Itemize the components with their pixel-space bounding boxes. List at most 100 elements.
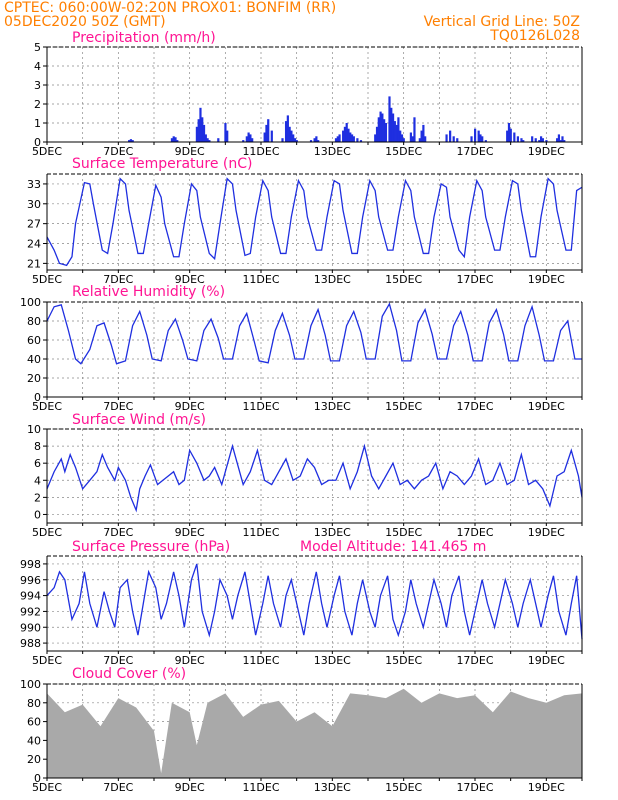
precip-bar [174, 137, 177, 142]
precip-bar [384, 123, 388, 142]
x-tick-label: 17DEC [456, 781, 493, 794]
y-tick-label: 80 [27, 697, 41, 710]
precip-bar [506, 130, 509, 142]
precip-bar [477, 130, 480, 142]
precip-bar [375, 126, 379, 142]
x-tick-label: 11DEC [242, 273, 279, 286]
y-tick-label: 60 [27, 716, 41, 729]
precip-bar [379, 111, 382, 142]
x-tick-label: 19DEC [528, 400, 565, 413]
y-tick-label: 994 [20, 590, 41, 603]
x-tick-label: 13DEC [314, 781, 351, 794]
precip-bar [217, 138, 220, 142]
x-tick-label: 9DEC [175, 781, 205, 794]
precip-bar [226, 130, 229, 142]
x-tick-label: 15DEC [385, 781, 422, 794]
series-line [46, 302, 582, 365]
precip-bar [131, 140, 134, 142]
x-tick-label: 15DEC [385, 400, 422, 413]
wind-panel: Surface Wind (m/s) 0 2 4 6 8 10 5DEC 7DEC 9DEC 11… [27, 412, 583, 539]
temperature-title: Surface Temperature (nC) [72, 156, 253, 172]
x-tick-label: 5DEC [32, 400, 62, 413]
y-tick-label: 0 [34, 772, 41, 785]
precip-bar [557, 134, 561, 142]
precip-bar [172, 136, 175, 142]
precip-bar [561, 136, 564, 142]
x-tick-label: 17DEC [456, 526, 493, 539]
x-tick-label: 9DEC [175, 526, 205, 539]
precip-bar [224, 123, 227, 142]
header-grid-note: Vertical Grid Line: 50Z [424, 14, 580, 30]
precip-bar [295, 140, 298, 142]
y-tick-label: 27 [27, 218, 41, 231]
y-tick-label: 2 [34, 491, 41, 504]
x-tick-label: 17DEC [456, 145, 493, 158]
pressure-title: Surface Pressure (hPa) [72, 539, 230, 555]
y-tick-label: 80 [27, 315, 41, 328]
x-tick-label: 5DEC [32, 145, 62, 158]
series-line [46, 443, 583, 513]
x-tick-label: 19DEC [528, 654, 565, 667]
precip-bar [356, 138, 359, 142]
precip-bar [315, 136, 318, 142]
precip-bar [388, 96, 391, 142]
precip-bar [309, 140, 313, 142]
series-line [46, 177, 583, 267]
precip-bar [292, 134, 295, 142]
x-tick-label: 13DEC [314, 526, 351, 539]
precip-bar [338, 134, 341, 142]
wind-title: Surface Wind (m/s) [72, 412, 206, 428]
precip-bar [242, 140, 245, 142]
precip-bar [520, 138, 523, 142]
x-tick-label: 11DEC [242, 781, 279, 794]
precip-bar [534, 138, 537, 142]
precip-bar [245, 136, 248, 142]
precip-bar [393, 121, 396, 142]
precip-bar [474, 128, 477, 142]
y-tick-label: 21 [27, 257, 41, 270]
x-tick-label: 7DEC [103, 400, 133, 413]
precip-bar [249, 134, 252, 142]
precip-bar [199, 107, 202, 142]
y-tick-label: 40 [27, 734, 41, 747]
x-tick-label: 19DEC [528, 781, 565, 794]
precip-bar [538, 140, 541, 142]
header-datetime: 05DEC2020 50Z (GMT) [4, 14, 166, 30]
x-tick-label: 11DEC [242, 400, 279, 413]
x-tick-label: 19DEC [528, 273, 565, 286]
precip-bar [263, 132, 266, 142]
precip-bar [479, 134, 482, 142]
y-tick-label: 1 [34, 117, 41, 130]
cloud-area [47, 688, 582, 778]
precipitation-panel: Precipitation (mm/h) 0 1 2 3 4 5 5DEC 7DEC 9DEC 1… [32, 30, 583, 158]
series-line [46, 563, 583, 640]
precip-bar [541, 138, 544, 142]
precip-bar [411, 136, 414, 142]
x-tick-label: 13DEC [314, 654, 351, 667]
precip-bar [290, 130, 293, 142]
precip-bar [352, 136, 355, 142]
precip-bar [509, 128, 512, 142]
precip-bar [345, 123, 348, 142]
precip-bar [481, 136, 484, 142]
y-tick-label: 5 [34, 41, 41, 54]
y-tick-label: 988 [20, 637, 41, 650]
precip-bar [556, 138, 559, 142]
precip-bar [267, 119, 270, 142]
pressure-panel: Surface Pressure (hPa) Model Altitude: 1… [20, 539, 583, 667]
precip-bar [539, 136, 543, 142]
x-tick-label: 17DEC [456, 400, 493, 413]
precip-bar [424, 136, 427, 142]
y-tick-label: 996 [20, 574, 41, 587]
x-tick-label: 15DEC [385, 145, 422, 158]
x-tick-label: 5DEC [32, 781, 62, 794]
precip-bar [445, 134, 448, 142]
x-tick-label: 11DEC [242, 145, 279, 158]
precip-bar [176, 140, 179, 142]
y-tick-label: 20 [27, 753, 41, 766]
y-tick-label: 998 [20, 558, 41, 571]
y-tick-label: 33 [27, 178, 41, 191]
cloud-cover-title: Cloud Cover (%) [72, 666, 186, 682]
precip-bar [286, 115, 289, 142]
